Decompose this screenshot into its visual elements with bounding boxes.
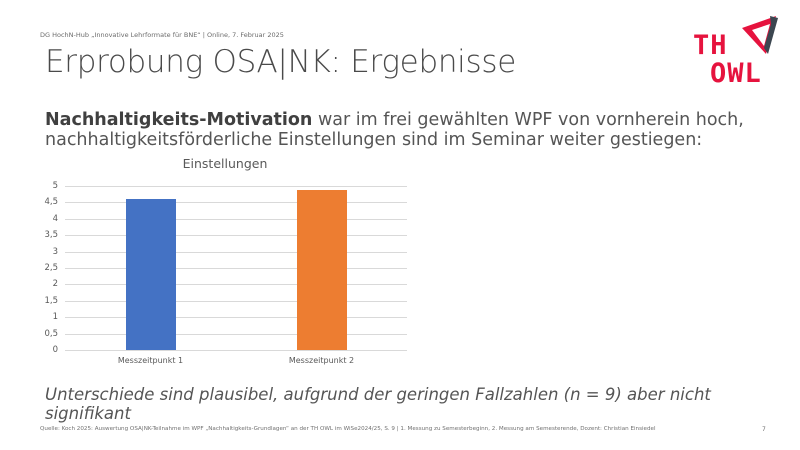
th-owl-logo: TH OWL bbox=[690, 14, 780, 89]
gridline bbox=[65, 268, 407, 269]
gridline bbox=[65, 333, 407, 335]
body-line-1: Nachhaltigkeits-Motivation war im frei g… bbox=[45, 110, 745, 130]
bar-2 bbox=[296, 190, 347, 350]
y-tick-label: 0,5 bbox=[44, 328, 58, 339]
bar-1 bbox=[125, 199, 176, 350]
page-title-text: Erprobung OSA|NK: Ergebnisse bbox=[45, 44, 516, 80]
y-tick-label: 0 bbox=[52, 345, 58, 355]
body-bold-lead: Nachhaltigkeits-Motivation bbox=[45, 110, 313, 130]
chart-title: Einstellungen bbox=[182, 156, 268, 171]
gridline bbox=[65, 300, 407, 302]
gridline bbox=[65, 284, 407, 286]
y-tick-label: 3,5 bbox=[44, 230, 58, 241]
logo-text-owl: OWL bbox=[710, 58, 762, 89]
x-category-label: Messzeitpunkt 2 bbox=[288, 356, 355, 365]
bar-chart: Einstellungen 0 0,5 1 1,5 2 2,5 3 3,5 4 4,5 5 Messz… bbox=[30, 152, 420, 377]
page-title: Erprobung OSA|NK: Ergebnisse bbox=[45, 44, 516, 80]
logo-triangle-icon bbox=[742, 16, 778, 54]
gridline bbox=[65, 317, 407, 319]
gridline bbox=[65, 350, 407, 351]
conclusion-text: Unterschiede sind plausibel, aufgrund de… bbox=[45, 385, 711, 423]
body-line-2: nachhaltigkeitsförderliche Einstellungen… bbox=[45, 130, 703, 150]
y-tick-label: 5 bbox=[52, 181, 58, 191]
gridline bbox=[65, 202, 407, 204]
y-tick-label: 3 bbox=[52, 246, 58, 257]
y-tick-label: 4,5 bbox=[44, 197, 58, 208]
footer-source: Quelle: Koch 2025: Auswertung OSA|NK-Tei… bbox=[40, 426, 656, 432]
body-line-1-rest: war im frei gewählten WPF von vornherein… bbox=[312, 110, 744, 130]
header-meta: DG HochN-Hub „Innovative Lehrformate für… bbox=[40, 31, 284, 39]
y-tick-label: 1,5 bbox=[44, 295, 58, 306]
y-tick-label: 2,5 bbox=[44, 263, 58, 273]
gridline bbox=[65, 251, 407, 253]
chart-plot-area: 0 0,5 1 1,5 2 2,5 3 3,5 4 4,5 5 Messzeitpunkt 1 Mess… bbox=[44, 181, 407, 365]
y-tick-label: 2 bbox=[52, 279, 58, 290]
gridline bbox=[65, 218, 407, 220]
body-text: Nachhaltigkeits-Motivation war im frei g… bbox=[45, 110, 745, 150]
gridline bbox=[65, 186, 407, 187]
page-number: 7 bbox=[762, 426, 766, 433]
logo-text-th: TH bbox=[693, 30, 728, 61]
x-category-label: Messzeitpunkt 1 bbox=[117, 356, 184, 365]
gridline bbox=[65, 235, 407, 237]
y-tick-label: 1 bbox=[52, 312, 58, 323]
y-tick-label: 4 bbox=[52, 213, 58, 224]
